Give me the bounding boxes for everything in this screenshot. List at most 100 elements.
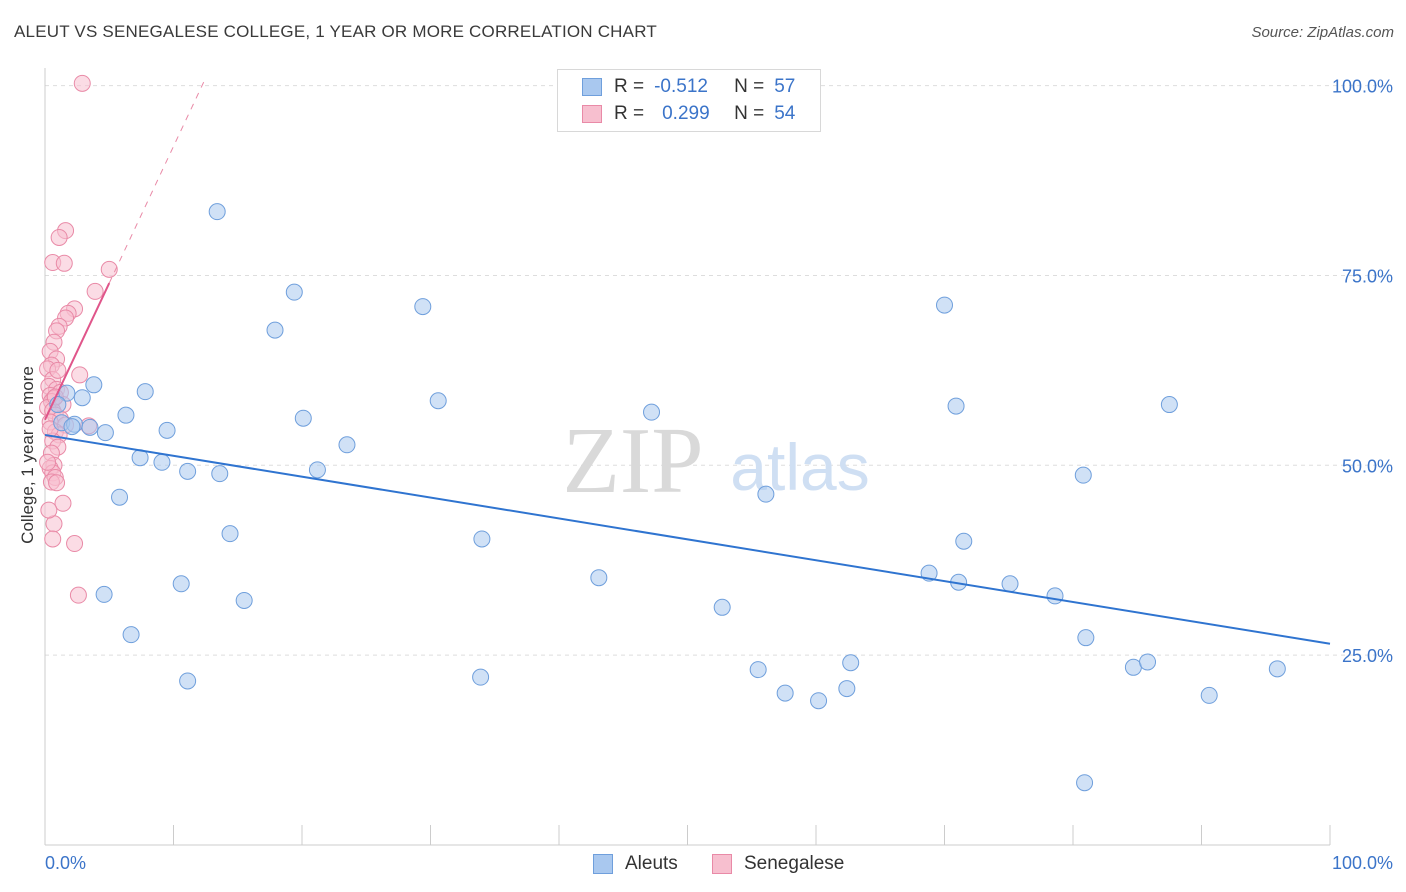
aleut-point [58, 384, 76, 402]
aleut-point [266, 321, 284, 339]
aleut-point [1074, 466, 1092, 484]
senegalese-point [39, 453, 57, 471]
aleut-point [776, 684, 794, 702]
aleut-point [117, 406, 135, 424]
watermark-zip: ZIP [563, 409, 704, 513]
aleut-point [158, 421, 176, 439]
legend-row-aleuts: R = -0.512 N = 57 [582, 76, 795, 98]
n-value: 54 [774, 103, 796, 124]
aleut-point [643, 403, 661, 421]
y-tick-label: 25.0% [1342, 646, 1393, 666]
aleut-point [211, 465, 229, 483]
aleut-point [749, 661, 767, 679]
aleut-point [1076, 774, 1094, 792]
aleut-point [172, 575, 190, 593]
r-value: 0.299 [662, 103, 710, 124]
source-credit: Source: ZipAtlas.com [1251, 24, 1394, 41]
aleut-point [136, 383, 154, 401]
correlation-legend: R = -0.512 N = 57 R = 0.299 N = 54 [557, 69, 821, 132]
aleut-point [1139, 653, 1157, 671]
aleut-point [235, 591, 253, 609]
legend-item-aleuts[interactable]: Aleuts [593, 852, 678, 876]
senegalese-point [66, 535, 84, 553]
legend-label-senegalese: Senegalese [744, 853, 845, 874]
aleut-point [1200, 686, 1218, 704]
aleut-point [81, 418, 99, 436]
aleut-point [757, 485, 775, 503]
aleut-point [95, 585, 113, 603]
aleut-point [85, 376, 103, 394]
aleut-point [96, 424, 114, 442]
aleut-point [842, 654, 860, 672]
aleut-point [838, 680, 856, 698]
aleut-point [936, 296, 953, 314]
aleut-point [590, 569, 608, 587]
aleut-point [713, 598, 731, 616]
r-value: -0.512 [654, 76, 708, 97]
aleut-point [472, 668, 490, 686]
aleut-point [414, 298, 432, 316]
senegalese-points [39, 74, 118, 604]
senegalese-point [49, 361, 67, 379]
gridlines [45, 85, 1392, 656]
aleut-point [1160, 396, 1178, 414]
senegalese-point [40, 501, 58, 519]
aleut-swatch [582, 78, 602, 96]
senegalese-point [44, 530, 62, 548]
senegalese-swatch [712, 854, 732, 874]
aleut-point [1046, 587, 1064, 605]
senegalese-point [71, 366, 89, 384]
aleut-point [810, 692, 828, 710]
tick-labels: 25.0% 50.0% 75.0% 100.0% 0.0% 100.0% [45, 77, 1393, 873]
aleut-point [208, 203, 226, 221]
aleut-point [1268, 660, 1286, 678]
x-tick-label: 0.0% [45, 853, 86, 873]
senegalese-trend-line [44, 282, 111, 421]
aleut-point [73, 389, 91, 407]
aleut-point [1124, 658, 1142, 676]
n-value: 57 [774, 76, 796, 97]
y-tick-label: 75.0% [1342, 266, 1393, 286]
aleut-point [1077, 629, 1095, 647]
aleut-point [947, 397, 965, 415]
legend-label-aleuts: Aleuts [625, 853, 678, 874]
senegalese-trend-extension [108, 77, 207, 284]
aleut-point [179, 462, 197, 480]
senegalese-point [48, 474, 66, 492]
aleut-point [179, 672, 197, 690]
x-tick-label: 100.0% [1332, 853, 1393, 873]
r-label: R = [614, 76, 645, 97]
aleut-point [308, 461, 326, 479]
aleut-point [63, 418, 81, 436]
senegalese-point [69, 586, 87, 604]
aleut-point [294, 409, 312, 427]
chart-title: ALEUT VS SENEGALESE COLLEGE, 1 YEAR OR M… [14, 22, 657, 41]
y-tick-label: 50.0% [1342, 456, 1393, 476]
n-label: N = [734, 76, 765, 97]
aleut-point [122, 626, 140, 644]
aleut-points [49, 203, 1286, 792]
watermark: ZIP atlas [563, 409, 870, 513]
aleut-point [338, 436, 356, 454]
aleut-point [473, 530, 491, 548]
trend-lines [44, 77, 1331, 645]
senegalese-point [86, 282, 104, 300]
y-tick-label: 100.0% [1332, 77, 1393, 97]
aleut-swatch [593, 854, 613, 874]
aleut-point [429, 392, 447, 410]
senegalese-point [50, 228, 68, 246]
watermark-atlas: atlas [730, 430, 869, 504]
aleut-point [285, 283, 303, 301]
n-label: N = [734, 103, 765, 124]
aleut-point [955, 532, 973, 550]
senegalese-swatch [582, 105, 602, 123]
senegalese-point [55, 254, 73, 272]
senegalese-point [54, 494, 72, 512]
legend-item-senegalese[interactable]: Senegalese [712, 852, 844, 876]
legend-row-senegalese: R = 0.299 N = 54 [582, 103, 795, 125]
aleut-point [221, 525, 239, 543]
aleut-point [111, 488, 129, 506]
senegalese-point [100, 260, 118, 278]
aleut-point [153, 453, 171, 471]
